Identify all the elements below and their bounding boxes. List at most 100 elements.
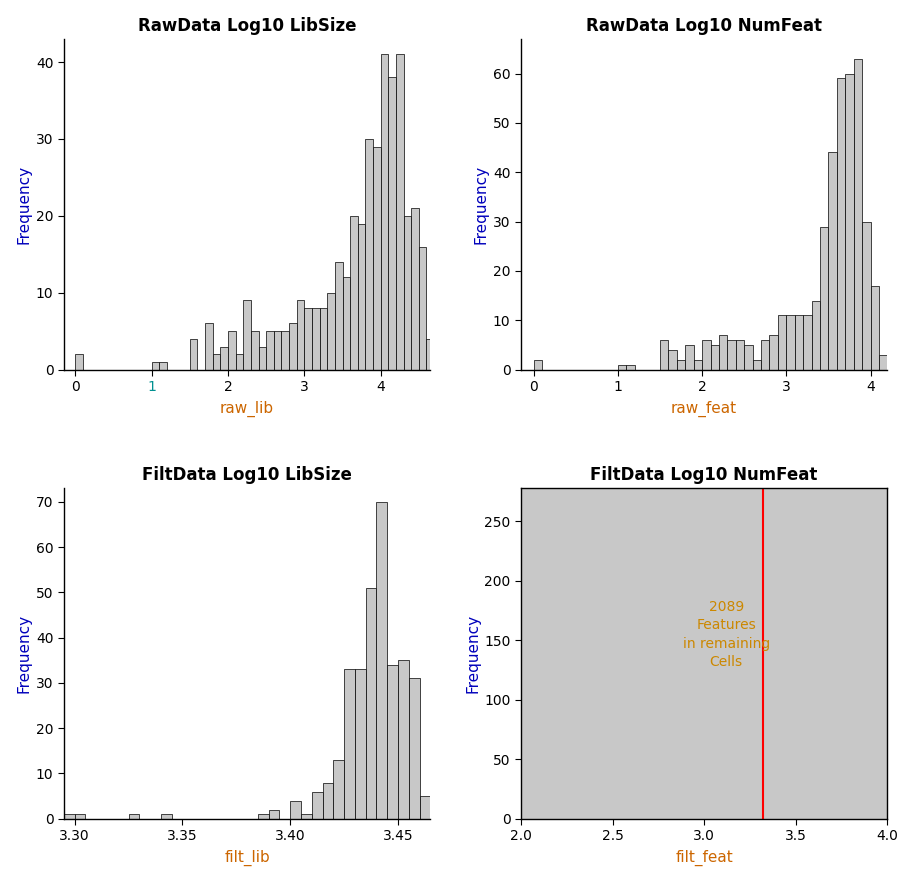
Bar (258, 814, 269, 819)
Bar (441, 805, 452, 819)
Bar (618, 365, 626, 370)
X-axis label: raw_feat: raw_feat (671, 401, 737, 417)
Bar (837, 79, 845, 370)
Bar (778, 315, 786, 370)
Bar (365, 139, 373, 370)
Y-axis label: Frequency: Frequency (16, 614, 32, 693)
Bar (770, 335, 778, 370)
Bar (319, 308, 328, 370)
Bar (322, 782, 333, 819)
Bar (660, 340, 668, 370)
Bar (358, 223, 365, 370)
Bar (269, 810, 279, 819)
Bar (290, 801, 301, 819)
Bar (702, 340, 711, 370)
Bar (388, 78, 396, 370)
Bar (862, 222, 870, 370)
Bar (205, 323, 212, 370)
Bar (533, 359, 542, 370)
Bar (870, 286, 879, 370)
Bar (419, 246, 426, 370)
Bar (152, 362, 159, 370)
Bar (296, 300, 305, 370)
Bar (335, 262, 342, 370)
Bar (879, 355, 888, 370)
Bar (845, 73, 854, 370)
Bar (342, 277, 350, 370)
Bar (312, 791, 322, 819)
Bar (411, 208, 419, 370)
Bar (274, 331, 282, 370)
Bar (795, 315, 803, 370)
Bar (236, 354, 243, 370)
Bar (668, 350, 677, 370)
Bar (387, 665, 398, 819)
Title: RawData Log10 LibSize: RawData Log10 LibSize (138, 17, 356, 34)
Bar (289, 323, 296, 370)
Bar (312, 308, 319, 370)
Bar (473, 814, 484, 819)
Bar (744, 345, 753, 370)
Bar (396, 55, 404, 370)
Bar (381, 55, 388, 370)
Text: 2089
Features
in remaining
Cells: 2089 Features in remaining Cells (683, 600, 770, 669)
Bar (803, 315, 812, 370)
Bar (305, 308, 312, 370)
Bar (463, 801, 473, 819)
Title: FiltData Log10 LibSize: FiltData Log10 LibSize (142, 466, 352, 484)
Bar (404, 215, 411, 370)
Bar (419, 796, 430, 819)
Bar (221, 346, 228, 370)
Bar (430, 801, 441, 819)
Bar (426, 339, 434, 370)
Bar (409, 678, 419, 819)
X-axis label: filt_lib: filt_lib (224, 850, 270, 866)
Bar (228, 331, 236, 370)
X-axis label: raw_lib: raw_lib (220, 401, 274, 417)
Bar (694, 359, 702, 370)
Bar (626, 365, 635, 370)
Y-axis label: Frequency: Frequency (465, 614, 480, 693)
Bar (376, 502, 387, 819)
Bar (212, 354, 221, 370)
Bar (452, 810, 463, 819)
Bar (282, 331, 289, 370)
Bar (159, 362, 167, 370)
Bar (711, 345, 719, 370)
Bar (355, 669, 366, 819)
Y-axis label: Frequency: Frequency (16, 165, 32, 244)
Bar (398, 660, 409, 819)
Title: RawData Log10 NumFeat: RawData Log10 NumFeat (587, 17, 823, 34)
Bar (753, 359, 761, 370)
Bar (350, 215, 358, 370)
Bar (259, 346, 266, 370)
Bar (301, 814, 312, 819)
Bar (719, 335, 727, 370)
X-axis label: filt_feat: filt_feat (675, 850, 733, 866)
Bar (189, 339, 198, 370)
Bar (677, 359, 685, 370)
Bar (727, 340, 736, 370)
Bar (366, 588, 376, 819)
Bar (333, 760, 344, 819)
Y-axis label: Frequency: Frequency (474, 165, 489, 244)
Bar (328, 293, 335, 370)
Bar (128, 814, 139, 819)
Bar (373, 147, 381, 370)
Bar (812, 300, 820, 370)
Bar (266, 331, 274, 370)
Bar (75, 814, 85, 819)
Bar (736, 340, 744, 370)
Bar (75, 354, 83, 370)
Bar (251, 331, 259, 370)
Bar (761, 340, 770, 370)
Bar (820, 227, 828, 370)
Title: FiltData Log10 NumFeat: FiltData Log10 NumFeat (590, 466, 818, 484)
Bar (786, 315, 795, 370)
Bar (64, 814, 75, 819)
Bar (161, 814, 172, 819)
Bar (854, 59, 862, 370)
Bar (685, 345, 694, 370)
Bar (828, 153, 837, 370)
Bar (344, 669, 355, 819)
